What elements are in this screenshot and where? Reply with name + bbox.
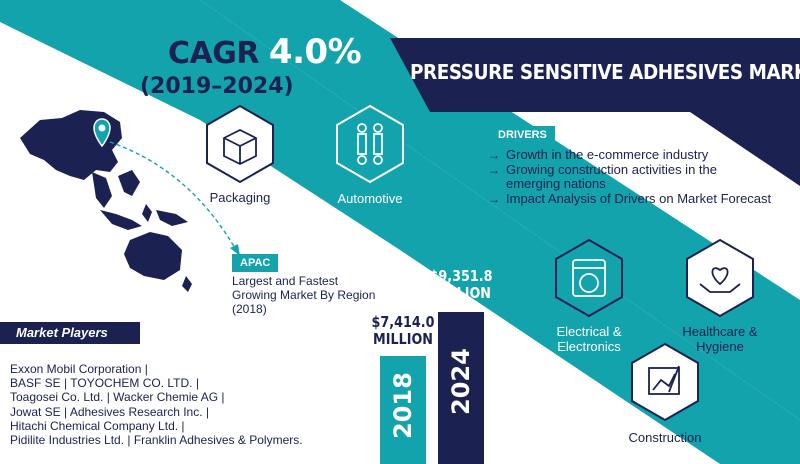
player-line: Pidilite Industries Ltd. | Franklin Adhe… [10, 433, 303, 448]
shock-absorber-icon [357, 123, 383, 165]
market-players-heading: Market Players [0, 322, 140, 344]
apac-description: Largest and Fastest Growing Market By Re… [232, 274, 376, 316]
teal-top-wedge [200, 0, 800, 420]
drivers-list: Growth in the e-commerce industry Growin… [488, 148, 798, 207]
bar-2018-year: 2018 [389, 372, 417, 439]
cagr-text: CAGR [168, 36, 259, 71]
page-title: PRESSURE SENSITIVE ADHESIVES MARKET [410, 60, 800, 84]
player-line: BASF SE | TOYOCHEM CO. LTD. | [10, 376, 199, 391]
player-line: Exxon Mobil Corporation | [10, 362, 148, 376]
driver-item: Growing construction activities in the e… [488, 163, 766, 191]
hex-packaging [206, 104, 274, 184]
segment-label-electronics: Electrical & Electronics [556, 324, 622, 354]
location-pin-icon [93, 118, 111, 148]
bar-2024-amount: $9,351.8 [429, 267, 493, 285]
bar-2018-amount: $7,414.0 [371, 313, 435, 331]
segment-label-construction: Construction [628, 430, 702, 445]
market-players-list: Exxon Mobil Corporation | BASF SE | TOYO… [10, 362, 303, 447]
hex-automotive [336, 104, 404, 184]
blueprint-icon [648, 365, 680, 395]
bar-2024-unit: MILLION [431, 284, 491, 302]
package-icon [223, 128, 257, 166]
dashed-arrow-head [230, 244, 240, 256]
hex-healthcare [686, 238, 754, 318]
segment-label-automotive: Automotive [337, 191, 403, 206]
driver-item: Growth in the e-commerce industry [488, 148, 798, 163]
apac-map [20, 110, 192, 292]
hex-electronics [555, 238, 623, 318]
bar-2024-value: $9,351.8 MILLION [424, 268, 497, 302]
washing-machine-icon [572, 259, 606, 297]
cagr-label: CAGR 4.0% [168, 32, 362, 72]
bar-2024-year: 2024 [447, 348, 475, 415]
cagr-period: (2019–2024) [140, 74, 294, 99]
player-line: Hitachi Chemical Company Ltd. | [10, 418, 185, 433]
player-line: Toagosei Co. Ltd. | Wacker Chemie AG | [10, 390, 225, 405]
driver-item: Impact Analysis of Drivers on Market For… [488, 192, 798, 207]
player-line: Jowat SE | Adhesives Research Inc. | [10, 404, 209, 419]
dashed-arrow [109, 141, 237, 251]
hex-construction [631, 342, 699, 422]
bar-2024 [438, 312, 484, 464]
bar-2018 [380, 356, 426, 464]
apac-tag: APAC [232, 254, 279, 272]
title-banner [390, 38, 800, 112]
drivers-tag: DRIVERS [490, 126, 555, 144]
segment-label-healthcare: Healthcare & Hygiene [682, 324, 758, 354]
cagr-value: 4.0% [268, 32, 362, 72]
bar-2018-value: $7,414.0 MILLION [366, 314, 439, 348]
segment-label-packaging: Packaging [209, 190, 271, 205]
heart-hands-icon [699, 267, 741, 293]
bar-2018-unit: MILLION [373, 330, 433, 348]
white-lower-area [0, 22, 720, 464]
